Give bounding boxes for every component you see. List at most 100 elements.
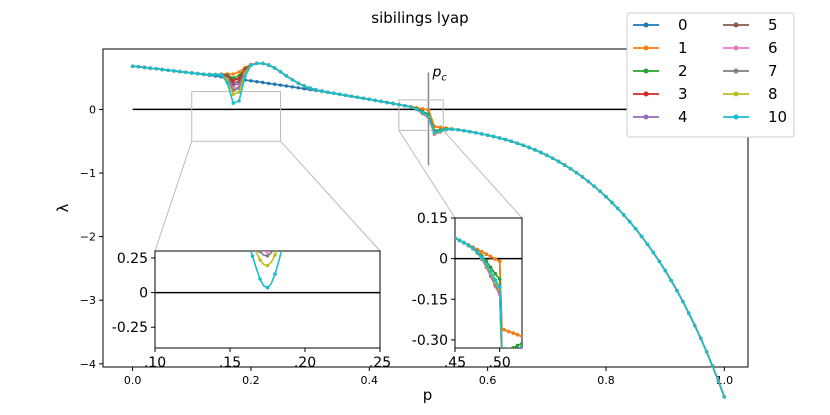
inset-data-point xyxy=(153,211,157,215)
inset-data-point xyxy=(296,199,300,203)
inset-series-line-7 xyxy=(258,251,274,257)
inset-data-point xyxy=(356,197,360,201)
inset-data-point xyxy=(191,214,195,218)
inset-data-point xyxy=(228,214,232,218)
inset-data-point xyxy=(303,194,307,198)
inset-data-point xyxy=(281,225,285,229)
inset-data-point xyxy=(341,192,345,196)
data-point xyxy=(527,145,531,150)
inset-data-point xyxy=(153,211,157,215)
inset-data-point xyxy=(333,191,337,195)
inset-data-point xyxy=(455,236,457,240)
data-point xyxy=(562,163,567,167)
inset-data-point xyxy=(168,213,172,217)
inset-series-line-6 xyxy=(262,251,270,253)
legend-label-6: 6 xyxy=(768,39,778,57)
inset-data-point xyxy=(296,198,300,202)
inset-data-point xyxy=(191,214,195,218)
inset-data-point xyxy=(273,209,277,213)
data-point xyxy=(462,129,466,133)
data-point xyxy=(456,128,460,132)
data-point xyxy=(231,81,235,86)
main-axes: pc0.0 0.2 0.4 0.6 0.8 1.00−1−2−3−4pλ xyxy=(54,48,749,404)
inset-data-point xyxy=(497,277,502,281)
main-series-group xyxy=(130,61,726,399)
inset-data-point xyxy=(251,227,255,231)
inset-data-point xyxy=(371,204,375,208)
inset-data-point xyxy=(318,190,322,194)
inset-data-point xyxy=(281,245,285,249)
inset-data-point xyxy=(371,204,375,208)
y-tick-label: −1 xyxy=(80,167,96,180)
legend-marker-8 xyxy=(733,91,739,97)
inset-data-point xyxy=(511,352,515,356)
inset-data-point xyxy=(176,213,180,217)
inset-data-point xyxy=(466,243,471,248)
inset-data-point xyxy=(348,234,352,238)
inset-series-points-2 xyxy=(153,190,382,226)
inset-data-point xyxy=(356,197,360,201)
inset-data-point xyxy=(228,215,232,219)
inset-x-tick-label: .45 xyxy=(444,355,466,371)
inset-data-point xyxy=(161,212,165,216)
inset-data-point xyxy=(516,348,520,352)
data-point xyxy=(687,311,691,315)
data-point xyxy=(296,86,300,90)
inset-x-tick-label: .50 xyxy=(489,355,511,371)
data-point xyxy=(249,79,253,83)
inset-data-point xyxy=(363,200,367,204)
inset-data-point xyxy=(296,200,300,204)
inset-data-point xyxy=(236,216,240,220)
inset-data-point xyxy=(161,212,165,216)
inset-data-point xyxy=(378,209,382,213)
data-point xyxy=(296,81,300,85)
inset-data-point xyxy=(318,190,322,194)
inset-data-point xyxy=(265,254,270,258)
inset-data-point xyxy=(206,217,210,221)
inset-data-point xyxy=(183,214,187,218)
x-tick-label: 0.0 xyxy=(124,374,142,387)
inset-data-point xyxy=(251,237,255,241)
inset-data-point xyxy=(266,213,270,217)
inset-data-point xyxy=(511,357,515,361)
legend-label-5: 5 xyxy=(768,16,778,34)
data-point xyxy=(272,82,277,86)
data-point xyxy=(332,91,336,96)
x-tick-label: 0.4 xyxy=(361,374,379,387)
inset-data-point xyxy=(311,192,315,196)
inset-data-point xyxy=(363,200,367,204)
data-point xyxy=(290,78,295,82)
inset-data-point xyxy=(198,215,202,219)
legend-marker-7 xyxy=(733,68,739,74)
inset-data-point xyxy=(516,352,520,356)
data-point xyxy=(598,189,602,193)
data-point xyxy=(633,227,638,231)
inset-data-point xyxy=(191,214,195,218)
data-point xyxy=(255,61,259,66)
inset-data-point xyxy=(183,214,187,218)
inset-frame xyxy=(454,217,523,349)
inset-data-point xyxy=(176,213,180,217)
inset-data-point xyxy=(516,352,520,356)
inset-data-point xyxy=(488,270,493,274)
inset-data-point xyxy=(191,214,195,218)
data-point xyxy=(444,127,448,132)
inset-data-point xyxy=(228,220,232,224)
inset-data-point xyxy=(168,213,172,217)
inset-data-point xyxy=(511,331,515,335)
data-point xyxy=(249,63,253,68)
inset-data-point xyxy=(511,355,515,359)
data-point xyxy=(231,72,235,76)
inset-data-point xyxy=(198,215,202,219)
data-point xyxy=(580,175,584,179)
inset-data-point xyxy=(168,213,172,217)
inset-data-point xyxy=(511,352,515,356)
inset-data-point xyxy=(273,229,277,233)
legend-label-2: 2 xyxy=(678,62,688,80)
inset-x-tick-label: .15 xyxy=(219,355,241,371)
inset-series-points-1 xyxy=(153,190,382,219)
inset-data-point xyxy=(236,217,240,221)
inset-data-point xyxy=(243,233,247,237)
inset-data-point xyxy=(462,241,466,245)
inset-data-point xyxy=(493,271,498,276)
